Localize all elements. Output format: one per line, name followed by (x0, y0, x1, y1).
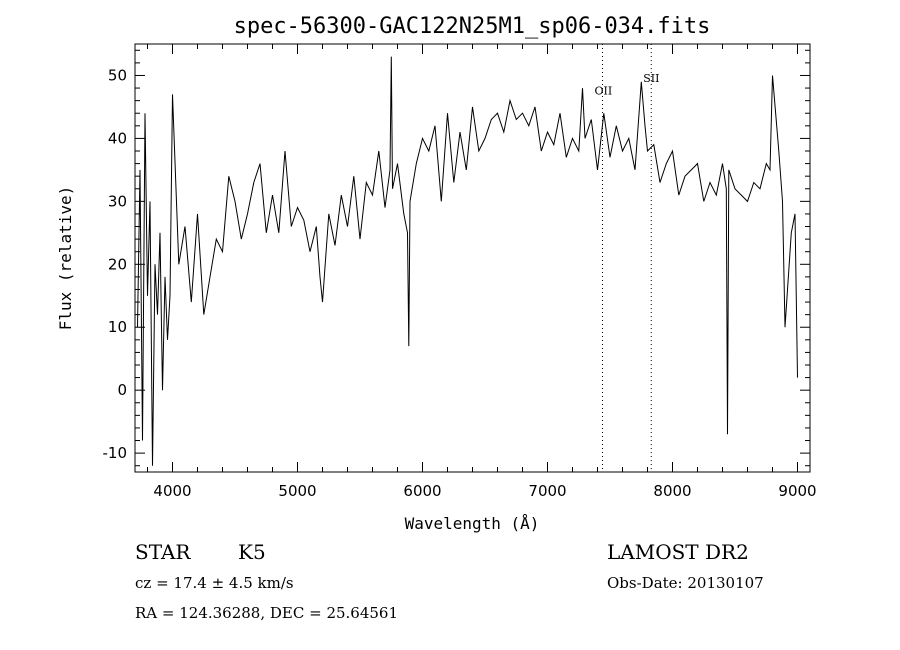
ra-dec: RA = 124.36288, DEC = 25.64561 (135, 604, 399, 622)
y-axis-label: Flux (relative) (56, 186, 75, 331)
object-class: STAR (135, 540, 191, 564)
chart-title: spec-56300-GAC122N25M1_sp06-034.fits (234, 14, 711, 39)
x-tick-label: 8000 (653, 482, 691, 500)
observation-date: Obs-Date: 20130107 (607, 574, 764, 592)
x-axis-label: Wavelength (Å) (405, 514, 540, 533)
line-marker-label-sii: SII (643, 72, 659, 85)
y-tick-label: 40 (108, 129, 127, 147)
line-markers: OII SII (595, 44, 659, 472)
object-subclass: K5 (238, 540, 266, 564)
redshift-cz: cz = 17.4 ± 4.5 km/s (135, 574, 294, 592)
y-tick-label: 50 (108, 66, 127, 84)
spectrum-line (137, 56, 798, 466)
line-marker-label-oii: OII (595, 84, 613, 97)
tick-labels: 4000 5000 6000 7000 8000 9000 -10 0 10 20 30 40 50 (103, 66, 817, 500)
y-tick-label: 30 (108, 192, 127, 210)
axis-ticks (135, 44, 810, 472)
survey-name: LAMOST DR2 (607, 540, 749, 564)
x-tick-label: 9000 (778, 482, 816, 500)
x-tick-label: 5000 (278, 482, 316, 500)
x-tick-label: 7000 (528, 482, 566, 500)
y-tick-label: 20 (108, 255, 127, 273)
y-tick-label: 10 (108, 318, 127, 336)
y-tick-label: -10 (103, 444, 128, 462)
x-tick-label: 6000 (403, 482, 441, 500)
y-tick-label: 0 (117, 381, 127, 399)
x-tick-label: 4000 (153, 482, 191, 500)
